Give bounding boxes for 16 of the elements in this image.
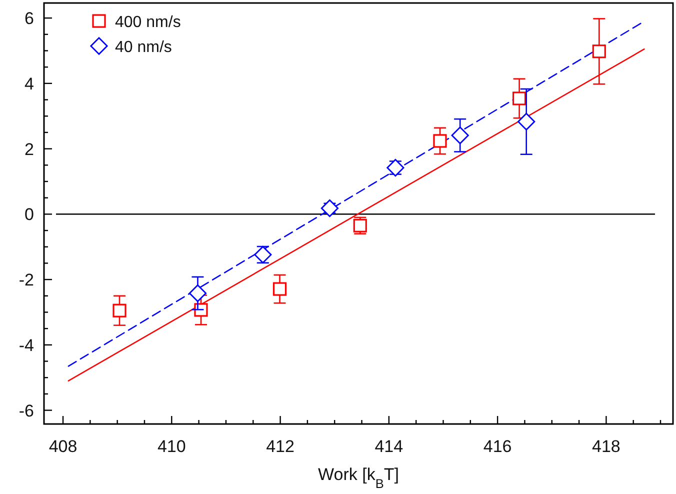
legend-label: 400 nm/s	[115, 14, 181, 31]
x-tick-label: 412	[266, 437, 294, 456]
x-tick-label: 418	[592, 437, 620, 456]
y-tick-label: 6	[24, 9, 34, 28]
x-tick-label: 414	[374, 437, 404, 456]
y-tick-label: 0	[24, 205, 34, 224]
x-tick-label: 410	[157, 437, 186, 456]
y-tick-label: -4	[18, 336, 34, 355]
y-tick-label: 2	[24, 140, 34, 159]
y-tick-label: -2	[18, 270, 34, 290]
x-tick-label: 416	[483, 437, 512, 456]
x-tick-label: 408	[48, 437, 78, 456]
y-tick-label: -6	[18, 401, 34, 420]
legend-label: 40 nm/s	[115, 39, 172, 56]
x-axis-title: Work [k$_{B}$T]	[318, 465, 399, 490]
y-tick-label: 4	[24, 74, 34, 94]
